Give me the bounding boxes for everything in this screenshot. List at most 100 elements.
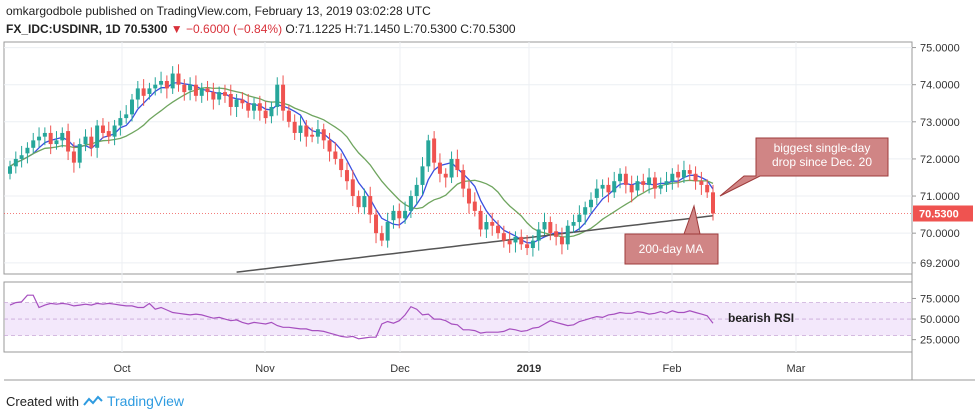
x-tick-label: Mar	[787, 363, 806, 375]
x-tick-label: Feb	[663, 363, 682, 375]
last-price-tag	[913, 205, 973, 222]
candle-body	[292, 121, 297, 133]
candle-body	[362, 196, 367, 208]
candle-body	[484, 222, 489, 230]
candle-body	[687, 170, 692, 174]
candle-body	[31, 140, 36, 148]
candle-body	[414, 184, 419, 197]
candle-body	[612, 181, 617, 193]
candle-body	[222, 92, 227, 96]
symbol-line: FX_IDC:USDINR, 1D 70.5300 ▼ −0.6000 (−0.…	[6, 22, 516, 36]
candle-body	[652, 177, 657, 189]
candle-body	[339, 158, 344, 171]
candle-body	[525, 244, 530, 249]
candle-body	[455, 158, 460, 171]
candle-body	[25, 147, 30, 154]
candle-body	[635, 181, 640, 191]
candle-body	[554, 231, 559, 237]
symbol-label[interactable]: FX_IDC:USDINR, 1D	[6, 22, 121, 36]
candle-body	[188, 84, 193, 91]
candle-body	[583, 207, 588, 215]
candle-body	[397, 210, 402, 219]
candle-body	[536, 229, 541, 241]
candle-body	[217, 92, 222, 100]
publish-line: omkargodbole published on TradingView.co…	[6, 4, 431, 18]
candle-body	[664, 181, 669, 185]
price-tick-label: 73.0000	[920, 117, 960, 129]
tradingview-brand[interactable]: TradingView	[106, 393, 185, 409]
candle-body	[594, 188, 599, 198]
candle-body	[130, 99, 135, 115]
candle-body	[286, 110, 291, 122]
x-tick-label: Dec	[390, 363, 410, 375]
candle-body	[13, 158, 18, 167]
ma-slow-line	[9, 86, 714, 238]
candle-body	[60, 132, 65, 141]
candle-body	[182, 84, 187, 93]
candle-body	[641, 181, 646, 185]
candle-body	[100, 125, 105, 133]
candle-body	[66, 131, 71, 152]
candle-body	[112, 125, 117, 137]
candle-body	[95, 125, 100, 148]
candle-body	[478, 210, 483, 230]
rsi-line	[9, 294, 714, 340]
candle-body	[385, 222, 390, 241]
candle-body	[565, 225, 570, 245]
candle-body	[344, 170, 349, 182]
candle-body	[176, 73, 181, 85]
candle-body	[408, 196, 413, 211]
candle-body	[501, 233, 506, 241]
candle-body	[699, 181, 704, 185]
x-tick-label: Oct	[113, 363, 130, 375]
price-tick-label: 72.0000	[920, 154, 960, 166]
candle-body	[263, 110, 268, 119]
candle-body	[159, 80, 164, 85]
candle-body	[71, 151, 76, 163]
candle-body	[118, 118, 123, 126]
candle-body	[588, 199, 593, 208]
candle-body	[368, 196, 373, 215]
rsi-tick-label: 50.0000	[920, 314, 960, 326]
candle-body	[77, 144, 82, 163]
candle-body	[89, 136, 94, 148]
candle-body	[670, 173, 675, 182]
candle-body	[153, 84, 158, 89]
x-tick-label: Nov	[255, 363, 275, 375]
candle-body	[246, 103, 251, 111]
candle-body	[193, 84, 198, 96]
candle-body	[124, 114, 129, 119]
candle-body	[304, 125, 309, 137]
candle-body	[403, 210, 408, 219]
drop-callout-box	[719, 137, 889, 197]
candle-body	[437, 162, 442, 174]
candle-body	[234, 99, 239, 107]
candle-body	[205, 88, 210, 93]
price-tick-label: 69.2000	[920, 258, 960, 270]
candle-body	[606, 184, 611, 193]
price-tick-label: 75.0000	[920, 43, 960, 55]
x-tick-label: 2019	[517, 363, 541, 375]
candle-body	[164, 80, 169, 89]
candle-body	[199, 88, 204, 96]
candle-body	[333, 151, 338, 159]
candle-body	[391, 210, 396, 221]
author-link[interactable]: omkargodbole	[6, 4, 83, 18]
candle-body	[257, 103, 262, 111]
candle-body	[420, 166, 425, 185]
price-tick-label: 70.0000	[920, 228, 960, 240]
ma-fast-line	[9, 81, 714, 244]
candle-body	[240, 99, 245, 104]
candle-body	[379, 233, 384, 241]
candle-body	[252, 103, 257, 111]
candle-body	[681, 170, 686, 178]
candle-body	[548, 222, 553, 234]
candle-body	[327, 140, 332, 152]
candle-body	[711, 192, 715, 214]
candle-body	[356, 196, 361, 208]
candle-body	[658, 184, 663, 189]
footer: Created with TradingView	[6, 393, 184, 409]
candle-body	[530, 240, 535, 249]
candle-body	[496, 225, 501, 234]
